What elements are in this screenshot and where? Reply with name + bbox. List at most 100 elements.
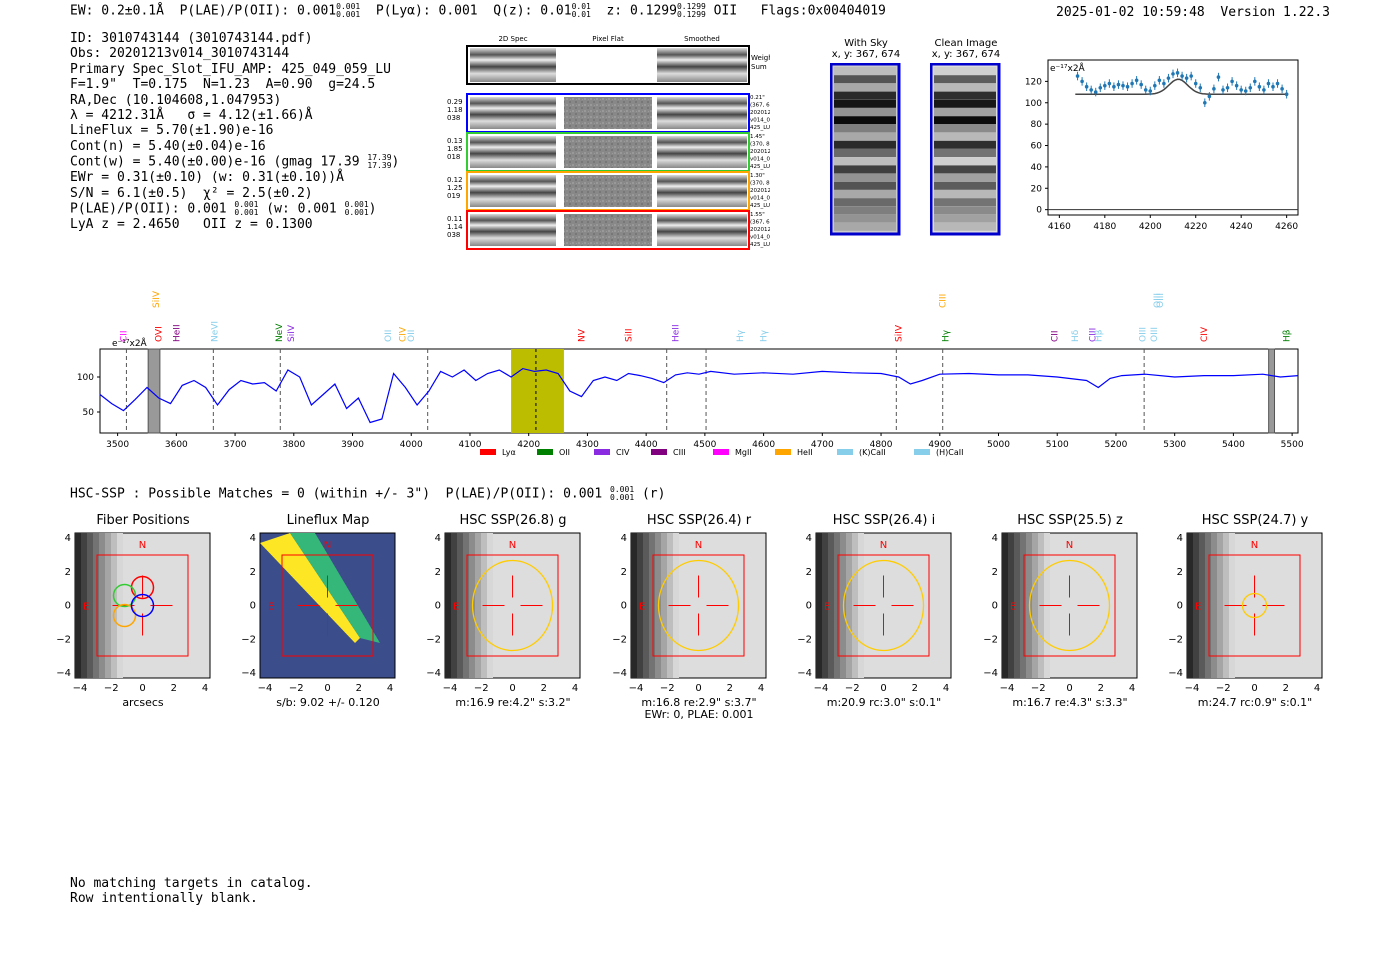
zoom-data-point bbox=[1207, 94, 1212, 99]
panel-gradient-band bbox=[846, 533, 852, 678]
zoom-ytick-label: 60 bbox=[1031, 142, 1043, 152]
legend-swatch bbox=[914, 449, 930, 455]
panel-caption: m:16.7 re:4.3" s:3.3" bbox=[985, 697, 1155, 709]
cutout-left-label: 038 bbox=[447, 114, 460, 122]
footer-line-2: Row intentionally blank. bbox=[70, 891, 258, 906]
cutout-right-label: 1.30" bbox=[750, 173, 765, 179]
panel-ytick-label: −4 bbox=[56, 668, 71, 679]
spectrum-line-label: CIII bbox=[939, 294, 949, 308]
cutout-right-label: 20201213 bbox=[750, 227, 770, 233]
panel-ytick-label: −4 bbox=[612, 668, 627, 679]
spectrum-line-label: Hβ bbox=[1282, 329, 1292, 342]
cutout-2dspec bbox=[470, 136, 556, 168]
weighted-sum-label: Weighted bbox=[751, 54, 770, 62]
spectrum-ytick-label: 50 bbox=[83, 408, 95, 418]
panel-gradient-band bbox=[457, 533, 463, 678]
fiber-cutouts: 2D Spec Pixel Flat Smoothed Weighted Sum… bbox=[447, 35, 770, 250]
panel-gradient-band bbox=[834, 533, 840, 678]
panel-east-label: E bbox=[268, 602, 274, 613]
panel-title: HSC SSP(24.7) y bbox=[1201, 513, 1309, 528]
ewr-line: EWr = 0.31(±0.10) (w: 0.31(±0.10))Å bbox=[70, 170, 344, 186]
zoom-data-point bbox=[1153, 83, 1157, 88]
panel-ytick-label: 0 bbox=[1177, 601, 1183, 612]
panel-gradient-band bbox=[1217, 533, 1223, 678]
cutout-right-label: (367, 674) bbox=[750, 220, 770, 226]
spectrum-line-label: OII bbox=[384, 330, 394, 342]
image-band bbox=[834, 198, 896, 207]
zoom-data-point bbox=[1193, 81, 1198, 86]
panel-xtick-label: 2 bbox=[541, 683, 547, 694]
fwhm-line: F=1.9" T=0.175 N=1.23 A=0.90 g=24.5 bbox=[70, 77, 376, 93]
zoom-data-point bbox=[1166, 76, 1171, 80]
zoom-data-point bbox=[1162, 81, 1166, 86]
sn-line: S/N = 6.1(±0.5) χ² = 2.5(±0.2) bbox=[70, 185, 313, 201]
plae-line: P(LAE)/P(OII): 0.001 0.001 0.001 (w: 0.00… bbox=[70, 200, 377, 218]
spectrum-line-label: Hγ bbox=[942, 329, 952, 342]
zoom-data-point bbox=[1139, 82, 1143, 87]
panel-ytick-label: −4 bbox=[797, 668, 812, 679]
panel-gradient-band bbox=[451, 533, 457, 678]
contw-line: Cont(w) = 5.40(±0.00)e-16 (gmag 17.39 17… bbox=[70, 153, 400, 171]
panel-caption: arcsecs bbox=[58, 697, 228, 709]
panel-gradient-band bbox=[1187, 533, 1193, 678]
cutout-right-label: v014_01 bbox=[750, 196, 770, 202]
spectrum-xtick-label: 5200 bbox=[1104, 440, 1127, 450]
zoom-data-point bbox=[1198, 85, 1203, 90]
spectrum-xtick-label: 4600 bbox=[752, 440, 775, 450]
panel-gradient-band bbox=[1199, 533, 1205, 678]
panel-north-label: N bbox=[509, 540, 516, 551]
panel-ytick-label: −4 bbox=[1168, 668, 1183, 679]
panel-aperture-box bbox=[466, 554, 559, 657]
image-band bbox=[934, 222, 996, 231]
panel-east-label: E bbox=[1195, 602, 1201, 613]
panel-ytick-label: 2 bbox=[1177, 567, 1183, 578]
panel-xtick-label: 2 bbox=[171, 683, 177, 694]
zoom-data-point bbox=[1184, 76, 1189, 80]
legend-swatch bbox=[480, 449, 496, 455]
spectrum-line-label: Hγ bbox=[736, 329, 746, 342]
panel-east-label: E bbox=[1010, 602, 1016, 613]
panel-ytick-label: 0 bbox=[992, 601, 998, 612]
panel-gradient-band bbox=[1211, 533, 1217, 678]
zoom-data-point bbox=[1284, 92, 1289, 97]
cutout-right-label: 425_LU_095 bbox=[750, 164, 770, 170]
image-band bbox=[834, 214, 896, 223]
contn-line: Cont(n) = 5.40(±0.04)e-16 bbox=[70, 138, 266, 154]
zoom-data-point bbox=[1275, 81, 1280, 86]
cutout-left-label: 0.13 bbox=[447, 137, 463, 145]
panel-north-label: N bbox=[324, 540, 331, 551]
zoom-data-point bbox=[1080, 79, 1084, 84]
cutout-right-label: 0.21" bbox=[750, 95, 765, 101]
panel-north-label: N bbox=[695, 540, 702, 551]
zoom-xtick-label: 4160 bbox=[1048, 222, 1071, 232]
radec-line: RA,Dec (10.104608,1.047953) bbox=[70, 92, 282, 108]
panel-title: HSC SSP(26.4) r bbox=[646, 513, 752, 528]
image-band bbox=[834, 67, 896, 75]
spectrum-line-label: SiIV bbox=[287, 324, 297, 342]
zoom-data-point bbox=[1107, 81, 1112, 86]
image-band bbox=[834, 75, 896, 84]
image-band bbox=[934, 149, 996, 157]
cutout-left-label: 0.11 bbox=[447, 215, 463, 223]
panel-gradient-band bbox=[637, 533, 643, 678]
image-band bbox=[834, 99, 896, 108]
clean-image-title: Clean Image x, y: 367, 674 bbox=[931, 38, 1001, 60]
panel-title: Fiber Positions bbox=[96, 513, 190, 528]
zoom-data-point bbox=[1243, 89, 1248, 93]
legend-label: CIII bbox=[673, 448, 686, 457]
spectrum-ytick-label: 100 bbox=[77, 373, 94, 383]
cutout-left-label: 1.85 bbox=[447, 145, 463, 153]
panel-xtick-label: 4 bbox=[758, 683, 764, 694]
panel-caption-line: arcsecs bbox=[122, 696, 164, 709]
panel-xtick-label: 2 bbox=[1098, 683, 1104, 694]
zoom-data-point bbox=[1189, 74, 1193, 78]
panel-gradient-band bbox=[475, 533, 481, 678]
zoom-data-point bbox=[1121, 83, 1125, 88]
panel-east-label: E bbox=[453, 602, 459, 613]
image-band bbox=[934, 157, 996, 166]
panel-xtick-label: −4 bbox=[814, 683, 829, 694]
panel-ytick-label: 0 bbox=[250, 601, 256, 612]
panel-xtick-label: 2 bbox=[727, 683, 733, 694]
spectrum-xtick-label: 4400 bbox=[635, 440, 658, 450]
